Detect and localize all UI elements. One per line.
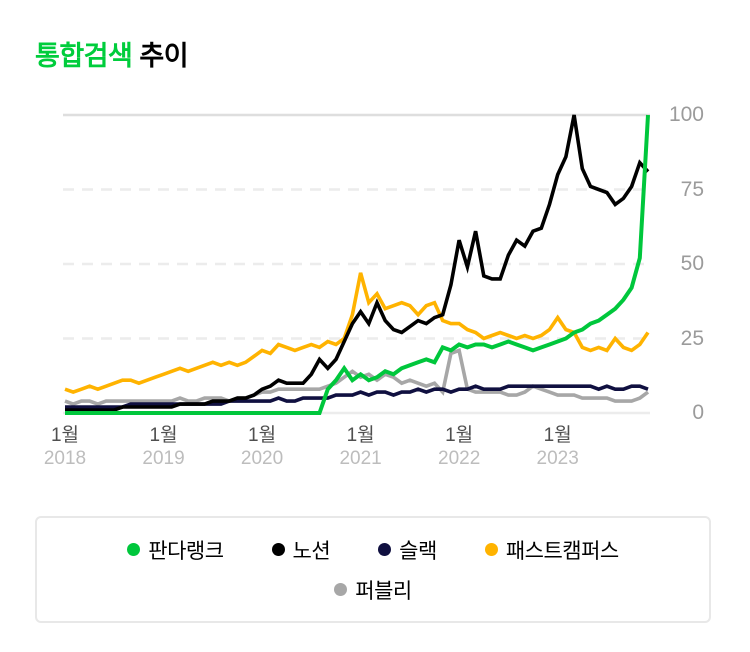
legend-item-퍼블리[interactable]: 퍼블리 xyxy=(334,575,412,605)
x-axis-month: 1월 xyxy=(149,425,178,446)
x-axis-year: 2021 xyxy=(339,448,382,469)
x-axis-month: 1월 xyxy=(50,425,80,446)
x-axis-year: 2023 xyxy=(536,448,579,469)
legend-dot-icon xyxy=(271,543,285,556)
x-axis-year: 2020 xyxy=(240,448,284,469)
x-axis-label-2022: 1월 2022 xyxy=(417,424,501,470)
legend-dot-icon xyxy=(334,583,348,596)
series-line-판다랭크 xyxy=(65,114,650,415)
legend-item-패스트캠퍼스[interactable]: 패스트캠퍼스 xyxy=(484,535,619,565)
x-axis-month: 1월 xyxy=(445,425,474,446)
legend-label: 퍼블리 xyxy=(355,579,412,603)
series-line-퍼블리 xyxy=(64,347,650,407)
legend-item-슬랙[interactable]: 슬랙 xyxy=(378,535,437,565)
x-axis-month: 1월 xyxy=(248,425,277,446)
x-axis-label-2020: 1월 2020 xyxy=(220,424,304,470)
y-axis-label-50: 50 xyxy=(680,252,704,275)
x-axis-year: 2018 xyxy=(43,448,87,469)
y-axis-label-75: 75 xyxy=(680,177,704,201)
y-axis-label-100: 100 xyxy=(668,103,704,126)
x-axis-label-2018: 1월 2018 xyxy=(23,424,107,470)
trend-chart-canvas xyxy=(63,113,650,415)
page-title: 통합검색 추이 xyxy=(35,34,189,73)
legend-label: 슬랙 xyxy=(399,539,437,563)
legend-label: 패스트캠퍼스 xyxy=(505,539,619,563)
x-axis-month: 1월 xyxy=(543,425,572,446)
legend-row: 판다랭크 노션 슬랙 패스트캠퍼스 xyxy=(127,535,619,565)
legend-dot-icon xyxy=(484,543,498,556)
legend-item-노션[interactable]: 노션 xyxy=(271,535,331,565)
legend-item-판다랭크[interactable]: 판다랭크 xyxy=(127,535,224,565)
legend-dot-icon xyxy=(378,543,392,556)
legend-label: 판다랭크 xyxy=(148,539,224,563)
page-title-highlight: 통합검색 xyxy=(35,41,133,72)
x-axis-label-2021: 1월 2021 xyxy=(319,424,403,470)
legend-row: 퍼블리 xyxy=(334,575,412,605)
series-line-노션 xyxy=(65,114,650,412)
y-axis-label-0: 0 xyxy=(692,401,704,424)
x-axis-year: 2019 xyxy=(142,448,185,469)
x-axis-label-2019: 1월 2019 xyxy=(122,424,206,470)
x-axis-label-2023: 1월 2023 xyxy=(516,424,600,470)
x-axis-year: 2022 xyxy=(438,448,481,469)
legend-dot-icon xyxy=(127,543,141,556)
page-title-rest: 추이 xyxy=(139,41,189,72)
series-line-패스트캠퍼스 xyxy=(64,272,650,395)
trend-chart: 0 25 50 75 100 1월 2018 1월 2019 1월 2020 1월 2021 1월 202… xyxy=(23,103,704,470)
y-axis-label-25: 25 xyxy=(680,326,704,350)
series-line-슬랙 xyxy=(65,384,649,409)
x-axis-month: 1월 xyxy=(346,425,375,446)
legend-label: 노션 xyxy=(292,539,331,563)
